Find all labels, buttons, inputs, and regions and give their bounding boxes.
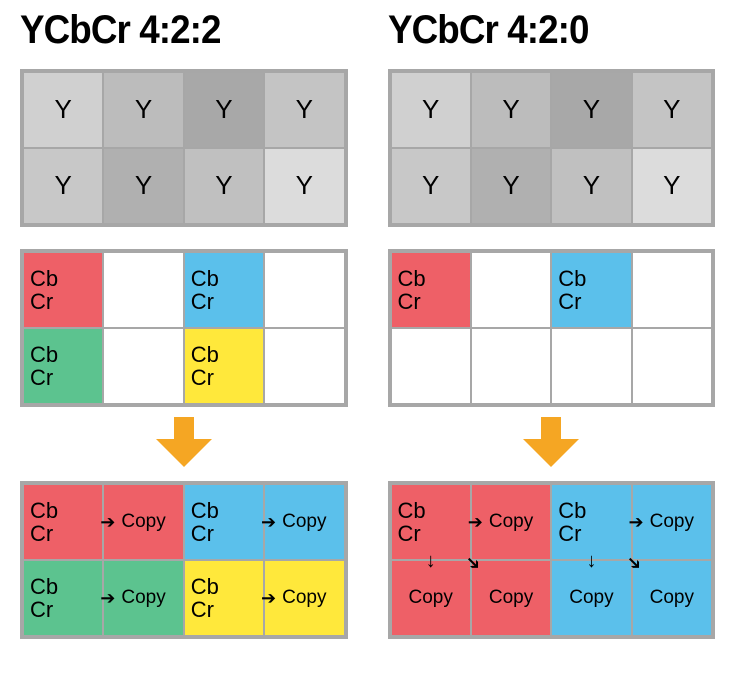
y-cell: Y [551, 72, 631, 148]
cbcr-cell: CbCr➔ [184, 484, 264, 560]
empty-cell [264, 328, 344, 404]
copy-cell: Copy [632, 484, 712, 560]
empty-cell [264, 252, 344, 328]
arrow-right-icon: ➔ [100, 513, 115, 531]
chroma-grid-422: CbCrCbCrCbCrCbCr [20, 249, 348, 407]
column-420: YCbCr 4:2:0 YYYYYYYY CbCrCbCr CbCr➔↓➔Cop… [388, 8, 716, 639]
copy-cell: Copy [632, 560, 712, 636]
arrow-down-icon: ↓ [586, 551, 596, 571]
y-cell: Y [184, 148, 264, 224]
down-arrow-420 [388, 407, 716, 481]
column-422: YCbCr 4:2:2 YYYYYYYY CbCrCbCrCbCrCbCr Cb… [20, 8, 348, 639]
down-arrow-422 [20, 407, 348, 481]
cbcr-cell: CbCr➔↓➔ [551, 484, 631, 560]
cbcr-cell: CbCr [551, 252, 631, 328]
arrow-right-icon: ➔ [261, 513, 276, 531]
cbcr-cell: CbCr [23, 252, 103, 328]
cbcr-cell: CbCr➔↓➔ [391, 484, 471, 560]
copy-cell: Copy [264, 484, 344, 560]
empty-cell [632, 328, 712, 404]
y-cell: Y [23, 148, 103, 224]
y-cell: Y [23, 72, 103, 148]
chroma-grid-420: CbCr CbCr [388, 249, 716, 407]
y-cell: Y [184, 72, 264, 148]
diagram-wrap: YCbCr 4:2:2 YYYYYYYY CbCrCbCrCbCrCbCr Cb… [0, 0, 735, 639]
empty-cell [471, 252, 551, 328]
y-cell: Y [103, 148, 183, 224]
cbcr-cell: CbCr [391, 252, 471, 328]
cbcr-cell: CbCr➔ [23, 560, 103, 636]
empty-cell [632, 252, 712, 328]
y-cell: Y [632, 148, 712, 224]
empty-cell [103, 328, 183, 404]
cbcr-cell: CbCr [184, 252, 264, 328]
arrow-right-icon: ➔ [468, 513, 483, 531]
title-422: YCbCr 4:2:2 [20, 8, 321, 53]
y-cell: Y [103, 72, 183, 148]
y-cell: Y [264, 148, 344, 224]
cbcr-cell: CbCr [184, 328, 264, 404]
empty-cell [103, 252, 183, 328]
y-cell: Y [471, 148, 551, 224]
result-grid-422: CbCr➔CopyCbCr➔CopyCbCr➔CopyCbCr➔Copy [20, 481, 348, 639]
cbcr-cell: CbCr➔ [184, 560, 264, 636]
copy-cell: Copy [103, 484, 183, 560]
arrow-right-icon: ➔ [261, 589, 276, 607]
y-cell: Y [264, 72, 344, 148]
y-cell: Y [551, 148, 631, 224]
arrow-down-icon: ↓ [426, 551, 436, 571]
y-cell: Y [632, 72, 712, 148]
y-grid-420: YYYYYYYY [388, 69, 716, 227]
empty-cell [471, 328, 551, 404]
y-cell: Y [391, 148, 471, 224]
arrow-right-icon: ➔ [629, 513, 644, 531]
copy-cell: Copy [103, 560, 183, 636]
y-cell: Y [391, 72, 471, 148]
title-420: YCbCr 4:2:0 [388, 8, 689, 53]
copy-cell: Copy [264, 560, 344, 636]
y-grid-422: YYYYYYYY [20, 69, 348, 227]
cbcr-cell: CbCr [23, 328, 103, 404]
cbcr-cell: CbCr➔ [23, 484, 103, 560]
copy-cell: Copy [471, 560, 551, 636]
empty-cell [391, 328, 471, 404]
y-cell: Y [471, 72, 551, 148]
empty-cell [551, 328, 631, 404]
copy-cell: Copy [471, 484, 551, 560]
arrow-right-icon: ➔ [100, 589, 115, 607]
result-grid-420: CbCr➔↓➔CopyCbCr➔↓➔CopyCopyCopyCopyCopy [388, 481, 716, 639]
